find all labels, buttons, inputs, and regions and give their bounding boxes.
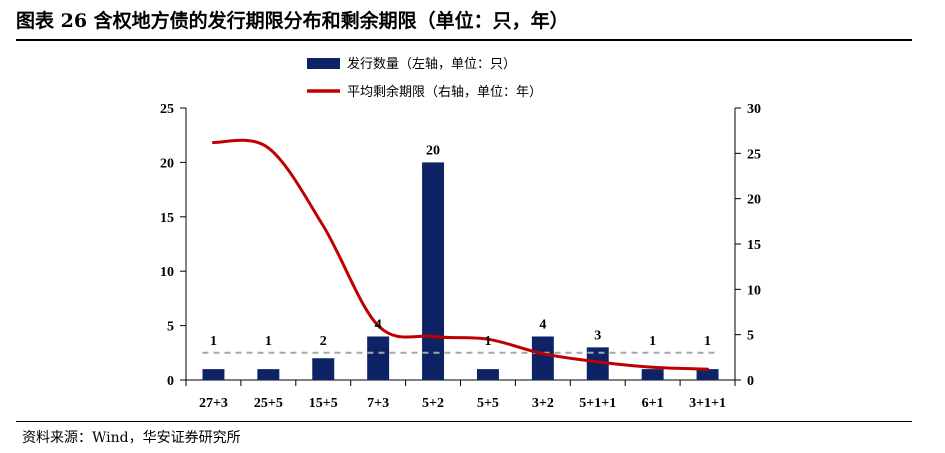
bar-data-label: 1 (265, 334, 272, 349)
y-left-tick-label: 25 (160, 102, 174, 117)
x-tick-label: 27+3 (199, 396, 228, 411)
bar-data-label: 1 (210, 334, 217, 349)
y-right-tick-label: 10 (747, 283, 761, 298)
title-divider (16, 39, 912, 41)
bar (696, 369, 719, 380)
y-right-tick-label: 0 (747, 374, 754, 389)
legend-swatch-bar (307, 58, 340, 69)
line-series-group (211, 138, 710, 371)
legend-label-bar: 发行数量（左轴，单位：只） (347, 56, 516, 72)
y-right-tick-label: 30 (747, 102, 761, 117)
bar (641, 369, 664, 380)
x-tick-label: 5+2 (422, 396, 444, 411)
data-labels: 1 1 2 4 20 1 4 3 1 1 (210, 143, 711, 348)
y-left-tick-label: 15 (160, 211, 174, 226)
bar-data-label: 3 (594, 328, 601, 343)
x-tick-label: 3+2 (532, 396, 554, 411)
bar (257, 369, 280, 380)
y-left-tick-label: 10 (160, 265, 174, 280)
x-tick-label: 25+5 (254, 396, 283, 411)
x-tick-label: 15+5 (309, 396, 338, 411)
y-right-tick-label: 5 (747, 329, 754, 344)
chart-title: 图表 26 含权地方债的发行期限分布和剩余期限（单位：只，年） (16, 10, 569, 32)
bar (422, 162, 445, 380)
y-left-tick-label: 5 (167, 320, 174, 335)
bar-data-label: 4 (539, 317, 546, 332)
y-left-tick-label: 20 (160, 156, 174, 171)
bar (476, 369, 499, 380)
x-tick-label: 5+1+1 (579, 396, 616, 411)
bar-data-label: 4 (375, 317, 382, 332)
bar-data-label: 20 (426, 143, 440, 158)
bar-data-label: 2 (320, 334, 327, 349)
bar (367, 336, 390, 380)
footer-divider (16, 421, 912, 422)
bars (202, 162, 719, 380)
y-right-tick-label: 20 (747, 193, 761, 208)
bar (531, 336, 554, 380)
legend: 发行数量（左轴，单位：只） 平均剩余期限（右轴，单位：年） (307, 56, 542, 100)
bar-data-label: 1 (649, 334, 656, 349)
x-tick-label: 3+1+1 (689, 396, 726, 411)
bar-data-label: 1 (704, 334, 711, 349)
legend-label-line: 平均剩余期限（右轴，单位：年） (347, 84, 542, 100)
average-remaining-term-line (211, 138, 710, 371)
y-right-tick-label: 25 (747, 147, 761, 162)
y-right-tick-label: 15 (747, 238, 761, 253)
x-tick-label: 5+5 (477, 396, 499, 411)
bar-data-label: 1 (484, 334, 491, 349)
source-note: 资料来源：Wind，华安证券研究所 (22, 430, 241, 446)
bar (312, 358, 335, 380)
x-tick-label: 7+3 (367, 396, 389, 411)
bar (586, 347, 609, 380)
x-tick-label: 6+1 (642, 396, 664, 411)
y-left-tick-label: 0 (167, 374, 174, 389)
bar (202, 369, 225, 380)
